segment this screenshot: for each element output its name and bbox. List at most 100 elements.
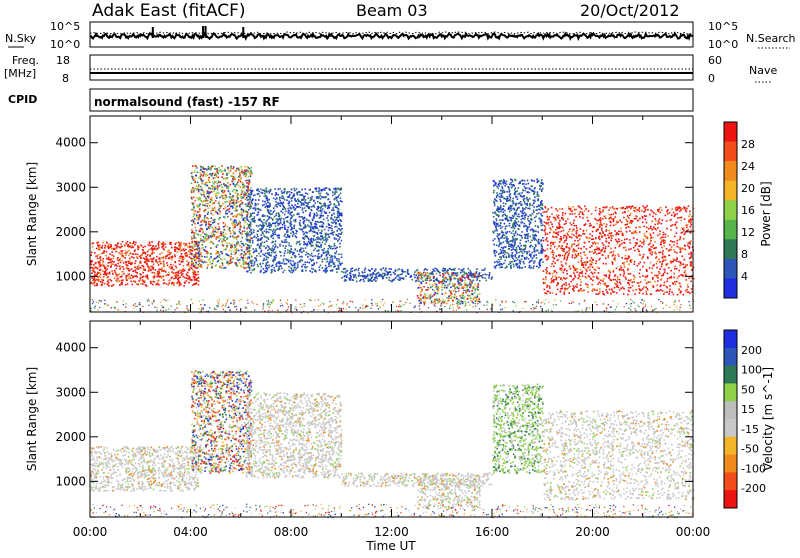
heatmap-cell: [211, 197, 213, 199]
heatmap-cell: [224, 190, 226, 192]
heatmap-cell: [218, 223, 220, 225]
heatmap-cell: [517, 216, 519, 218]
heatmap-cell: [270, 248, 272, 250]
heatmap-cell: [500, 225, 502, 227]
heatmap-cell: [288, 270, 290, 272]
heatmap-cell: [514, 240, 516, 242]
heatmap-cell: [247, 187, 249, 189]
heatmap-cell: [312, 259, 314, 261]
heatmap-cell: [116, 268, 118, 270]
heatmap-cell: [516, 190, 518, 192]
heatmap-cell: [175, 243, 177, 245]
heatmap-cell: [320, 198, 322, 200]
heatmap-cell: [442, 293, 444, 295]
heatmap-cell: [101, 247, 103, 249]
heatmap-cell: [283, 255, 285, 257]
heatmap-cell: [117, 263, 119, 265]
heatmap-cell: [91, 267, 93, 269]
heatmap-cell: [521, 231, 523, 233]
heatmap-cell: [525, 213, 527, 215]
heatmap-cell: [202, 190, 204, 192]
heatmap-cell: [530, 242, 532, 244]
heatmap-cell: [197, 222, 199, 224]
heatmap-cell: [517, 209, 519, 211]
heatmap-cell: [170, 252, 172, 254]
heatmap-cell: [499, 256, 501, 258]
heatmap-cell: [126, 243, 128, 245]
heatmap-cell: [518, 187, 520, 189]
heatmap-cell: [494, 222, 496, 224]
heatmap-cell: [263, 246, 265, 248]
heatmap-cell: [542, 208, 544, 210]
heatmap-cell: [218, 192, 220, 194]
heatmap-cell: [512, 186, 514, 188]
heatmap-cell: [219, 228, 221, 230]
heatmap-cell: [194, 256, 196, 258]
heatmap-cell: [206, 169, 208, 171]
heatmap-cell: [108, 262, 110, 264]
heatmap-cell: [282, 203, 284, 205]
heatmap-cell: [370, 275, 372, 277]
heatmap-cell: [337, 211, 339, 213]
heatmap-cell: [273, 212, 275, 214]
heatmap-cell: [292, 265, 294, 267]
heatmap-cell: [256, 260, 258, 262]
heatmap-cell: [260, 234, 262, 236]
heatmap-cell: [270, 210, 272, 212]
heatmap-cell: [100, 256, 102, 258]
heatmap-cell: [152, 252, 154, 254]
heatmap-cell: [539, 242, 541, 244]
heatmap-cell: [408, 273, 410, 275]
heatmap-cell: [337, 220, 339, 222]
heatmap-cell: [522, 210, 524, 212]
heatmap-cell: [116, 251, 118, 253]
heatmap-cell: [237, 225, 239, 227]
heatmap-cell: [477, 294, 479, 296]
heatmap-cell: [243, 194, 245, 196]
heatmap-cell: [311, 206, 313, 208]
heatmap-cell: [292, 254, 294, 256]
heatmap-cell: [230, 262, 232, 264]
heatmap-cell: [229, 200, 231, 202]
heatmap-cell: [174, 250, 176, 252]
heatmap-cell: [463, 298, 465, 300]
heatmap-cell: [226, 210, 228, 212]
heatmap-cell: [300, 225, 302, 227]
heatmap-cell: [205, 251, 207, 253]
heatmap-cell: [449, 276, 451, 278]
heatmap-cell: [325, 265, 327, 267]
heatmap-cell: [484, 274, 486, 276]
heatmap-cell: [479, 293, 481, 295]
heatmap-cell: [156, 256, 158, 258]
heatmap-cell: [261, 266, 263, 268]
heatmap-cell: [112, 273, 114, 275]
heatmap-cell: [157, 271, 159, 273]
heatmap-cell: [225, 249, 227, 251]
heatmap-cell: [541, 244, 543, 246]
heatmap-cell: [423, 296, 425, 298]
heatmap-cell: [266, 259, 268, 261]
heatmap-cell: [269, 252, 271, 254]
heatmap-cell: [99, 245, 101, 247]
heatmap-cell: [437, 293, 439, 295]
heatmap-cell: [329, 254, 331, 256]
heatmap-cell: [100, 259, 102, 261]
heatmap-cell: [257, 266, 259, 268]
heatmap-cell: [311, 196, 313, 198]
heatmap-cell: [192, 178, 194, 180]
heatmap-cell: [168, 274, 170, 276]
heatmap-cell: [512, 200, 514, 202]
heatmap-cell: [340, 264, 342, 266]
heatmap-cell: [529, 205, 531, 207]
heatmap-cell: [287, 230, 289, 232]
heatmap-cell: [177, 282, 179, 284]
heatmap-cell: [184, 270, 186, 272]
heatmap-cell: [336, 207, 338, 209]
heatmap-cell: [262, 233, 264, 235]
heatmap-cell: [334, 257, 336, 259]
heatmap-cell: [418, 275, 420, 277]
heatmap-cell: [158, 241, 160, 243]
heatmap-cell: [503, 252, 505, 254]
heatmap-cell: [246, 258, 248, 260]
heatmap-cell: [121, 274, 123, 276]
